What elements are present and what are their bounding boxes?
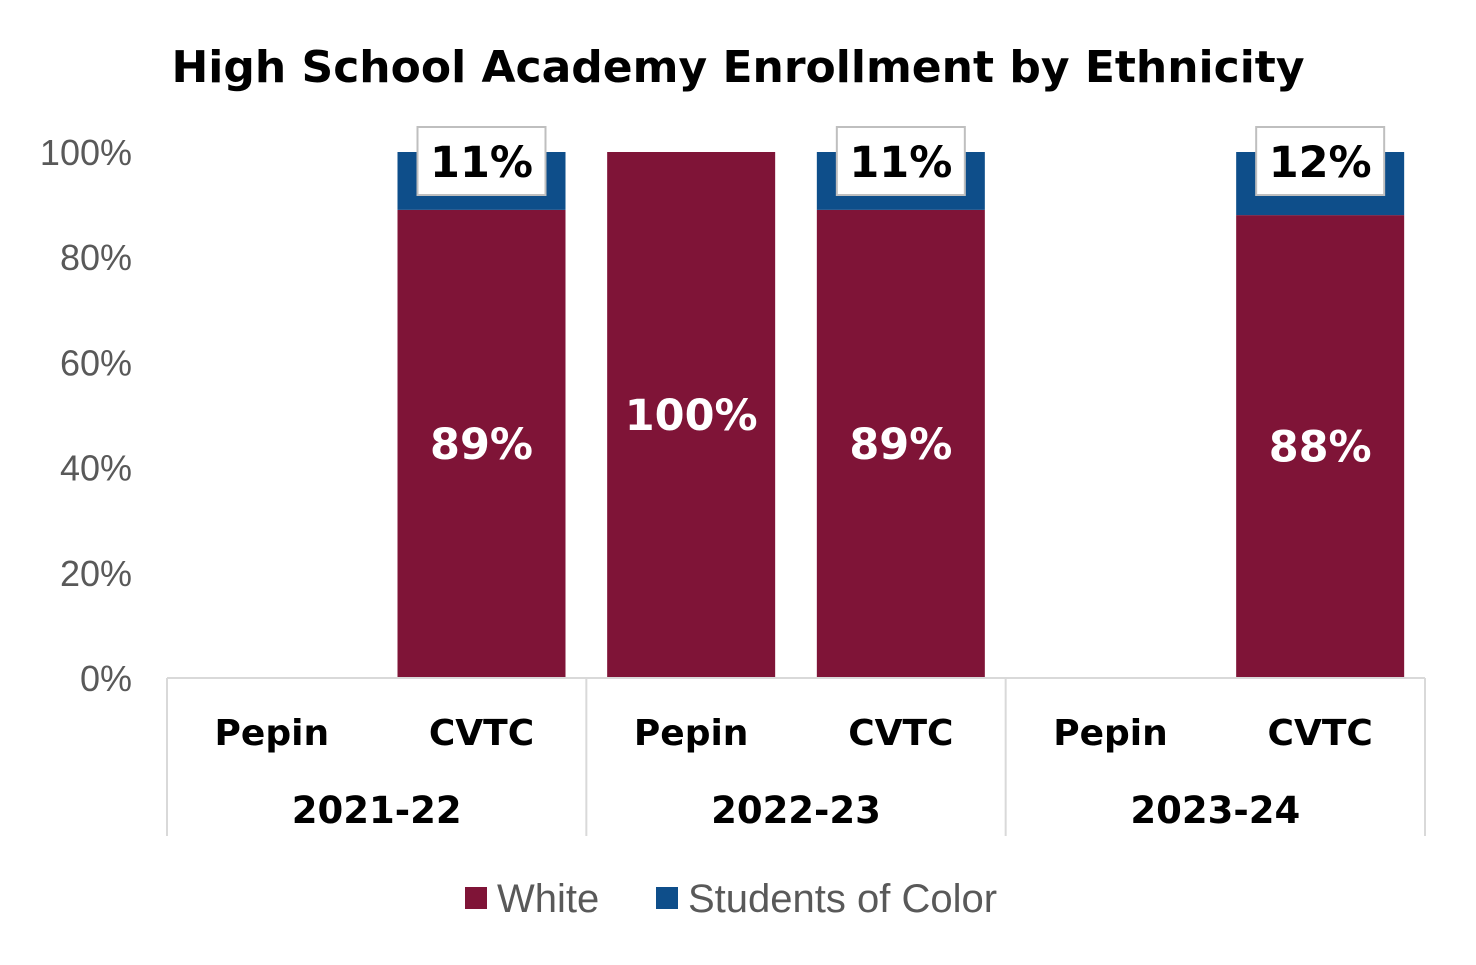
x-axis: Pepin CVTC Pepin CVTC Pepin CVTC 2021-22 2022-2…: [166, 677, 1426, 836]
group-label: 2022-23: [711, 789, 881, 832]
data-label-white: 89%: [430, 420, 533, 470]
data-label-box: [416, 126, 547, 196]
category-label: Pepin: [215, 713, 330, 754]
legend-label-white: White: [497, 877, 599, 921]
data-label-white: 100%: [625, 391, 758, 441]
legend: White Students of Color: [465, 877, 997, 921]
bar-white: [607, 152, 776, 678]
category-label: CVTC: [848, 713, 953, 754]
y-tick-label: 80%: [60, 237, 132, 278]
chart-title: High School Academy Enrollment by Ethnic…: [171, 42, 1304, 93]
bar-white: [816, 209, 985, 679]
y-tick-label: 40%: [60, 448, 132, 489]
group-label: 2023-24: [1130, 789, 1300, 832]
data-label-students-of-color: 11%: [430, 138, 533, 188]
legend-swatch-white: [465, 887, 487, 909]
category-label: CVTC: [429, 713, 534, 754]
bar-white: [397, 209, 566, 679]
y-axis: 0% 20% 40% 60% 80% 100%: [40, 132, 132, 699]
data-label-box: [1255, 126, 1386, 196]
y-tick-label: 60%: [60, 342, 132, 383]
bars: 89% 11% 100% 89% 11% 88% 12%: [397, 126, 1405, 679]
category-label: Pepin: [1053, 713, 1168, 754]
bar-white: [1236, 215, 1405, 678]
y-tick-label: 100%: [40, 132, 132, 173]
group-label: 2021-22: [292, 789, 462, 832]
category-label: CVTC: [1268, 713, 1373, 754]
category-label: Pepin: [634, 713, 749, 754]
legend-label-students-of-color: Students of Color: [688, 877, 997, 921]
data-label-white: 88%: [1269, 423, 1372, 473]
data-label-students-of-color: 12%: [1269, 138, 1372, 188]
legend-swatch-students-of-color: [656, 887, 678, 909]
data-label-students-of-color: 11%: [849, 138, 952, 188]
y-tick-label: 20%: [60, 553, 132, 594]
data-label-box: [835, 126, 966, 196]
data-label-white: 89%: [849, 420, 952, 470]
y-tick-label: 0%: [80, 658, 132, 699]
